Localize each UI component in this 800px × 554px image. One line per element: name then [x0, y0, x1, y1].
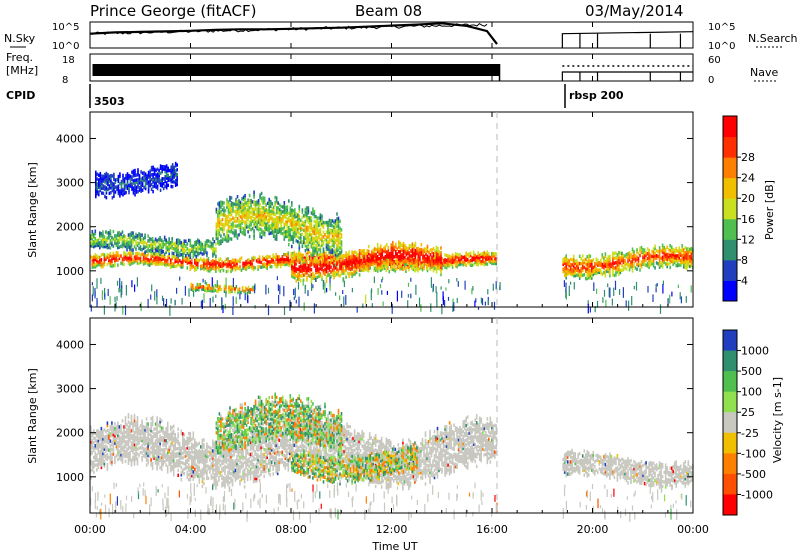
- velocity-band-3: [562, 448, 694, 489]
- nsky-tick-bottom: 10^0: [52, 41, 79, 52]
- power-colorbar-segment-4: [723, 198, 737, 220]
- x-tick-5: 20:00: [577, 523, 609, 536]
- velocity-colorbar-segment-3: [723, 391, 737, 413]
- power-colorbar-label: Power [dB]: [763, 180, 776, 240]
- power-noise: [90, 276, 692, 316]
- nsearch-label: N.Search: [748, 32, 798, 45]
- power-colorbar-tick-4: 20: [741, 192, 755, 205]
- velocity-noise: [90, 482, 692, 524]
- velocity-colorbar-segment-8: [723, 494, 737, 516]
- x-tick-4: 16:00: [476, 523, 508, 536]
- power-band-5: [190, 282, 254, 295]
- nsearch-tick-bottom: 10^0: [708, 41, 735, 52]
- nave-label: Nave: [750, 66, 778, 79]
- velocity-band-1: [215, 392, 343, 459]
- velocity-colorbar-tick-1: 500: [741, 365, 762, 378]
- nsky-tick-top: 10^5: [52, 22, 79, 33]
- velocity-band-2: [291, 442, 418, 486]
- power-colorbar-segment-8: [723, 116, 737, 138]
- nsky-noise-line: [89, 22, 488, 36]
- power-band-1: [90, 229, 217, 260]
- power-band-6: [562, 243, 694, 281]
- nsky-label: N.Sky: [4, 32, 36, 45]
- time-axis: 00:00 04:00 08:00 12:00 16:00 20:00 00:00: [74, 22, 709, 536]
- power-ytick-2: 3000: [56, 177, 84, 190]
- velocity-heatmap-panel: Slant Range [km] 1000 2000 3000 4000 1000 50…: [26, 317, 784, 524]
- velocity-ytick-1: 2000: [56, 427, 84, 440]
- power-ytick-0: 1000: [56, 265, 84, 278]
- velocity-colorbar-segment-7: [723, 473, 737, 495]
- x-tick-6: 00:00: [677, 523, 709, 536]
- power-colorbar: 4 8 12 16 20 24 28: [722, 115, 755, 302]
- velocity-colorbar-tick-6: -500: [741, 468, 766, 481]
- x-tick-1: 04:00: [175, 523, 207, 536]
- velocity-colorbar-tick-0: 1000: [741, 345, 769, 358]
- power-colorbar-segment-7: [723, 136, 737, 158]
- power-band-2: [215, 190, 343, 260]
- power-colorbar-tick-2: 12: [741, 233, 755, 246]
- velocity-colorbar-segment-6: [723, 453, 737, 475]
- freq-series-band: [92, 64, 500, 76]
- velocity-colorbar-tick-2: 100: [741, 386, 762, 399]
- power-colorbar-tick-1: 8: [741, 254, 748, 267]
- velocity-colorbar-tick-7: -1000: [741, 488, 773, 501]
- velocity-ytick-2: 3000: [56, 383, 84, 396]
- power-band-4: [95, 161, 178, 200]
- velocity-ylabel: Slant Range [km]: [26, 368, 39, 464]
- power-colorbar-tick-5: 24: [741, 172, 755, 185]
- power-colorbar-segment-5: [723, 177, 737, 199]
- power-colorbar-tick-6: 28: [741, 151, 755, 164]
- cpid-label: CPID: [6, 89, 35, 102]
- date-title: 03/May/2014: [585, 2, 683, 20]
- velocity-colorbar-segment-1: [723, 350, 737, 372]
- velocity-colorbar-label: Velocity [m s-1]: [771, 377, 784, 463]
- velocity-colorbar-segment-2: [723, 371, 737, 393]
- power-ylabel: Slant Range [km]: [26, 162, 39, 258]
- nsearch-series-line: [561, 31, 694, 48]
- nsky-panel: 10^5 10^0 10^5 10^0: [52, 21, 735, 52]
- x-tick-3: 12:00: [376, 523, 408, 536]
- nsearch-tick-top: 10^5: [708, 22, 735, 33]
- velocity-ytick-3: 4000: [56, 338, 84, 351]
- velocity-colorbar-tick-5: -100: [741, 447, 766, 460]
- velocity-ytick-0: 1000: [56, 471, 84, 484]
- freq-label-1: Freq.: [6, 51, 33, 64]
- power-colorbar-segment-2: [723, 239, 737, 261]
- freq-tick-bottom: 8: [62, 75, 68, 86]
- power-colorbar-segment-0: [723, 280, 737, 302]
- power-colorbar-tick-0: 4: [741, 274, 748, 287]
- freq-tick-top: 18: [62, 55, 75, 66]
- power-ytick-3: 4000: [56, 132, 84, 145]
- power-band-3: [291, 240, 442, 284]
- cpid-value-2: rbsp 200: [569, 89, 624, 102]
- x-axis-label: Time UT: [371, 540, 417, 553]
- power-cells: [90, 161, 694, 316]
- power-ytick-1: 2000: [56, 221, 84, 234]
- x-tick-0: 00:00: [74, 523, 106, 536]
- velocity-colorbar: 1000 500 100 25 -25 -100 -500 -1000: [722, 329, 773, 516]
- freq-label-2: [MHz]: [6, 64, 38, 77]
- x-tick-2: 08:00: [275, 523, 307, 536]
- power-colorbar-segment-6: [723, 157, 737, 179]
- power-colorbar-tick-3: 16: [741, 213, 755, 226]
- power-colorbar-segment-1: [723, 259, 737, 281]
- velocity-colorbar-segment-0: [723, 330, 737, 352]
- velocity-cells: [90, 392, 694, 524]
- cpid-row: 3503 rbsp 200: [89, 84, 624, 108]
- velocity-colorbar-tick-4: -25: [741, 427, 759, 440]
- velocity-band-0: [90, 413, 498, 492]
- power-heatmap-panel: Slant Range [km] 1000 2000 3000 4000 4 8 12 16…: [26, 111, 776, 316]
- freq-series-line-2: [561, 71, 693, 81]
- velocity-colorbar-segment-5: [723, 432, 737, 454]
- beam-title: Beam 08: [355, 2, 422, 20]
- cpid-value-1: 3503: [94, 95, 125, 108]
- station-title: Prince George (fitACF): [90, 2, 256, 20]
- velocity-colorbar-segment-4: [723, 412, 737, 434]
- nave-tick-top: 60: [708, 55, 721, 66]
- velocity-colorbar-tick-3: 25: [741, 406, 755, 419]
- nave-tick-bottom: 0: [708, 75, 714, 86]
- power-colorbar-segment-3: [723, 218, 737, 240]
